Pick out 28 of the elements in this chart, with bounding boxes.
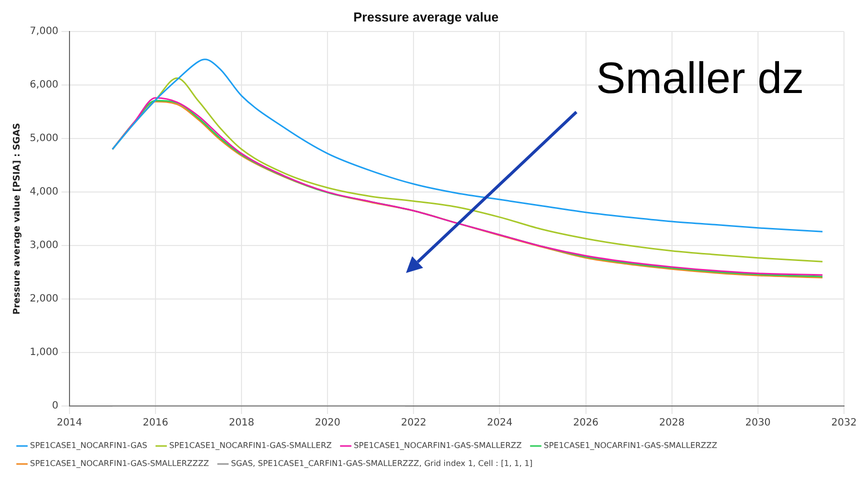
y-tick-label: 2,000: [30, 294, 58, 305]
y-tick-label: 3,000: [30, 240, 58, 252]
x-tick-label: 2018: [228, 418, 254, 429]
legend-label: SPE1CASE1_NOCARFIN1-GAS: [30, 441, 148, 450]
legend-label: SGAS, SPE1CASE1_CARFIN1-GAS-SMALLERZZZ, Grid index 1, Cell : [1, 1, 1]: [230, 459, 533, 468]
y-tick-label: 1,000: [30, 347, 58, 358]
x-tick-label: 2022: [400, 418, 426, 429]
legend-label: SPE1CASE1_NOCARFIN1-GAS-SMALLERZ: [169, 441, 332, 450]
y-tick-label: 0: [52, 400, 58, 412]
annotation: Smaller dz: [596, 54, 804, 104]
x-tick-label: 2028: [659, 418, 685, 429]
y-tick-label: 5,000: [30, 133, 58, 144]
y-tick-label: 7,000: [30, 26, 58, 38]
chart-title: Pressure average value: [353, 9, 499, 24]
legend-label: SPE1CASE1_NOCARFIN1-GAS-SMALLERZZ: [354, 441, 522, 450]
y-tick-label: 4,000: [30, 186, 58, 198]
line-series: [112, 58, 824, 232]
x-tick-label: 2020: [314, 418, 340, 429]
x-tick-label: 2030: [745, 418, 771, 429]
x-tick-label: 2032: [831, 418, 857, 429]
x-tick-label: 2026: [573, 418, 599, 429]
legend-label: SPE1CASE1_NOCARFIN1-GAS-SMALLERZZZZ: [30, 459, 210, 468]
x-tick-label: 2024: [487, 418, 512, 429]
y-axis-title: Pressure average value [PSIA] : SGAS: [12, 122, 23, 315]
legend-label: SPE1CASE1_NOCARFIN1-GAS-SMALLERZZZ: [544, 441, 718, 450]
x-tick-label: 2014: [56, 418, 82, 429]
x-tick-label: 2016: [142, 418, 168, 429]
y-tick-label: 6,000: [30, 80, 58, 91]
